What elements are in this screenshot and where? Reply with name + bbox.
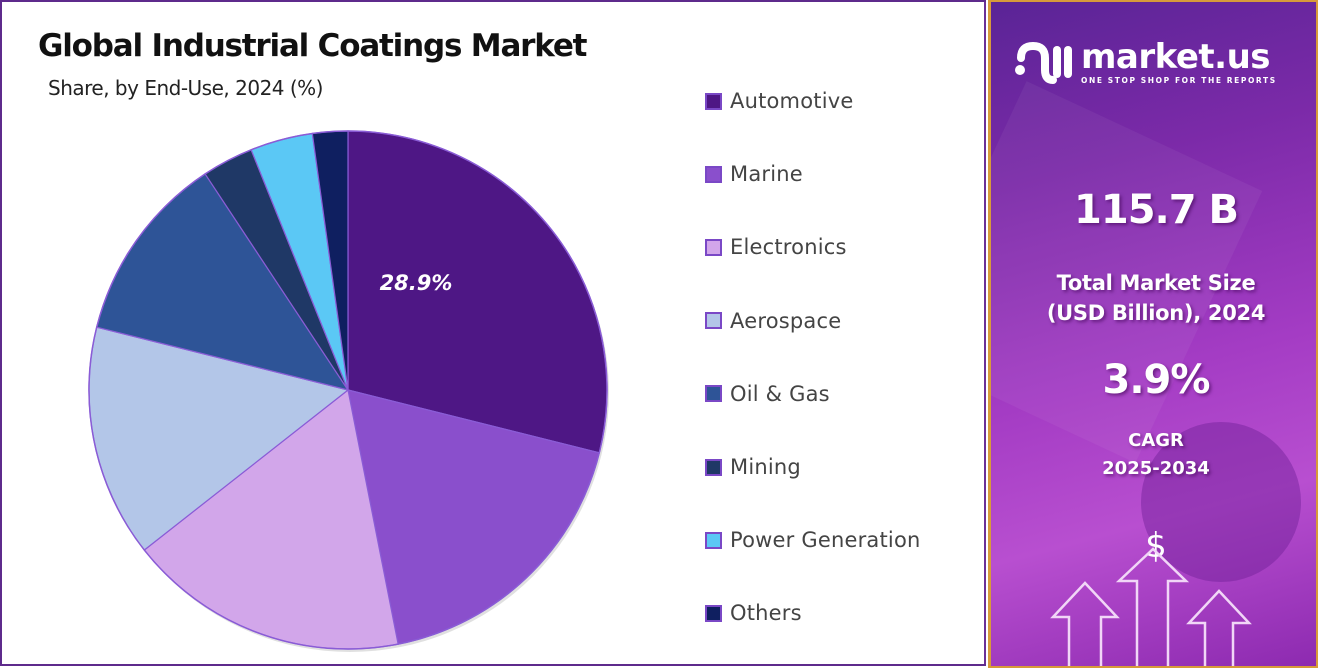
legend-label: Automotive	[730, 89, 854, 113]
legend-swatch	[705, 458, 722, 476]
cagr-value: 3.9%	[1102, 357, 1211, 403]
market-size-label-line1: Total Market Size	[1056, 271, 1256, 295]
legend-swatch	[705, 531, 722, 549]
data-label-automotive: 28.9%	[380, 271, 453, 295]
legend-label: Aerospace	[730, 308, 842, 333]
brand-tagline: ONE STOP SHOP FOR THE REPORTS	[1081, 76, 1277, 85]
cagr-label: CAGR	[1128, 430, 1184, 451]
legend-swatch	[705, 92, 722, 110]
cagr-period: 2025-2034	[1102, 458, 1210, 479]
legend-label: Mining	[730, 455, 801, 479]
summary-panel: market.us ONE STOP SHOP FOR THE REPORTS …	[988, 0, 1318, 668]
brand-logo: market.us ONE STOP SHOP FOR THE REPORTS	[1013, 40, 1277, 86]
market-size-label-line2: (USD Billion), 2024	[1046, 301, 1266, 325]
background-circle	[1141, 422, 1301, 582]
legend-item-oil-gas: Oil & Gas	[705, 381, 830, 407]
legend-item-aerospace: Aerospace	[705, 308, 841, 334]
chart-title: Global Industrial Coatings Market	[38, 28, 587, 64]
legend-item-mining: Mining	[705, 454, 801, 480]
brand-name: market.us	[1081, 37, 1271, 77]
legend-item-others: Others	[705, 600, 802, 626]
pie-outline	[88, 130, 608, 650]
market-us-logo-icon	[1015, 41, 1072, 84]
chart-panel: Global Industrial Coatings Market Share,…	[0, 0, 986, 666]
market-size-value: 115.7 B	[1074, 187, 1239, 233]
legend-label: Others	[730, 601, 802, 626]
legend-swatch	[705, 385, 722, 403]
chart-subtitle: Share, by End-Use, 2024 (%)	[48, 76, 324, 100]
pie-chart: 28.9%	[88, 130, 609, 652]
legend-swatch	[705, 604, 722, 622]
legend-item-power-generation: Power Generation	[705, 527, 921, 553]
legend-swatch	[705, 238, 722, 256]
legend-label: Electronics	[730, 235, 847, 260]
legend-item-marine: Marine	[705, 161, 803, 187]
legend-label: Power Generation	[730, 528, 921, 553]
legend-swatch	[705, 312, 722, 330]
legend-swatch	[705, 165, 722, 183]
growth-arrows-icon: $	[1050, 526, 1252, 666]
legend-label: Oil & Gas	[730, 381, 830, 406]
legend-item-electronics: Electronics	[705, 234, 847, 260]
legend-label: Marine	[730, 162, 803, 187]
legend-item-automotive: Automotive	[705, 88, 853, 114]
